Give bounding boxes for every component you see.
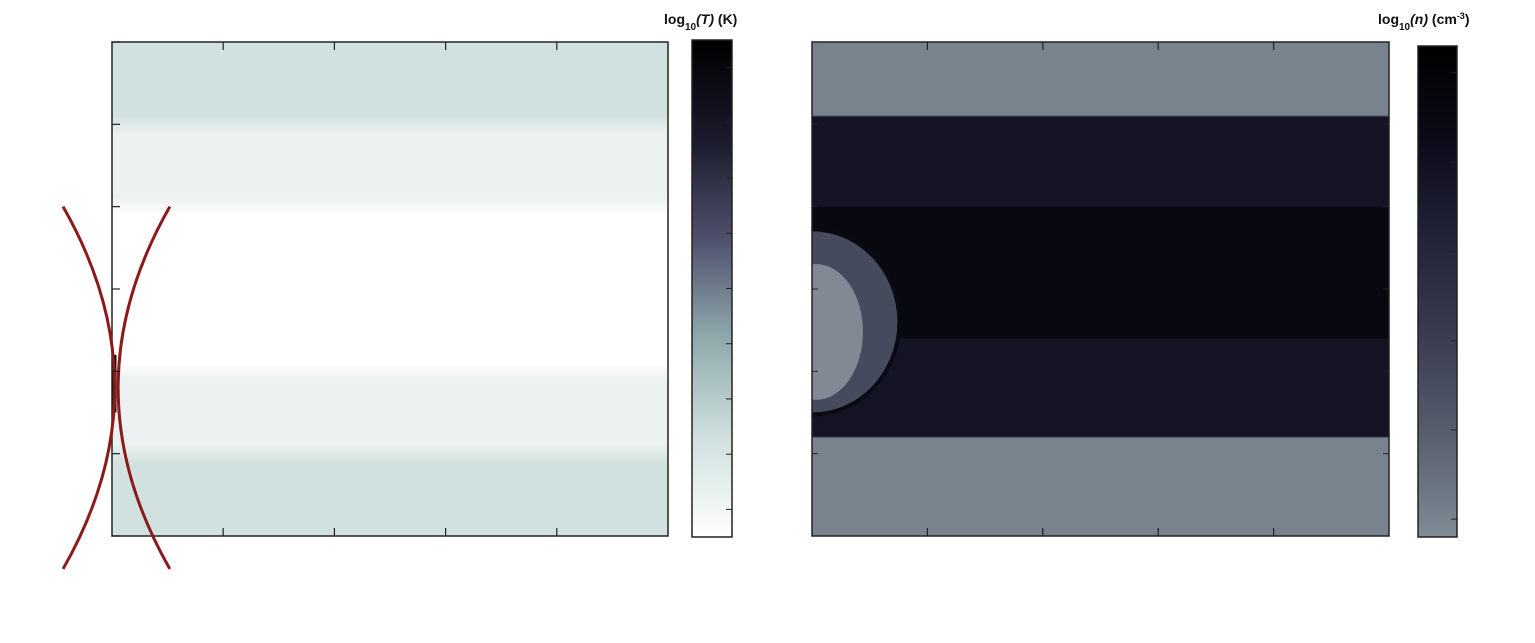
colorbar-title: log10(n) (cm-3): [1378, 11, 1470, 33]
colorbar-title-title-sub: 10: [685, 22, 697, 33]
colorbar-title-title-close: ): [1465, 11, 1470, 27]
right-curve: [116, 205, 172, 570]
colorbar-title-title-sub: 10: [1399, 22, 1411, 33]
density-panel: log10(n) (cm-3): [811, 11, 1470, 538]
colorbar-title-title-var: (T): [696, 11, 714, 27]
colorbar-title-title-unit: (K): [714, 11, 737, 27]
heatmap-bands: [112, 42, 668, 536]
colorbar-title-title-prefix: log: [1378, 11, 1399, 27]
left-curve: [61, 205, 117, 570]
heatmap-bands: [812, 42, 1389, 536]
colorbar-title-title-exp: -3: [1457, 11, 1465, 21]
blob-core: [812, 264, 863, 400]
colorbar-title-title-prefix: log: [664, 11, 685, 27]
heatmap-field: [812, 42, 1389, 536]
temperature-panel: log10(T) (K): [61, 11, 737, 570]
colorbar: [691, 39, 733, 538]
colorbar-title-title-unit: (cm: [1428, 11, 1457, 27]
colorbar: [1417, 45, 1458, 538]
heatmap-field: [112, 42, 668, 536]
colorbar-title: log10(T) (K): [664, 11, 737, 33]
colorbar-title-title-var: (n): [1410, 11, 1428, 27]
